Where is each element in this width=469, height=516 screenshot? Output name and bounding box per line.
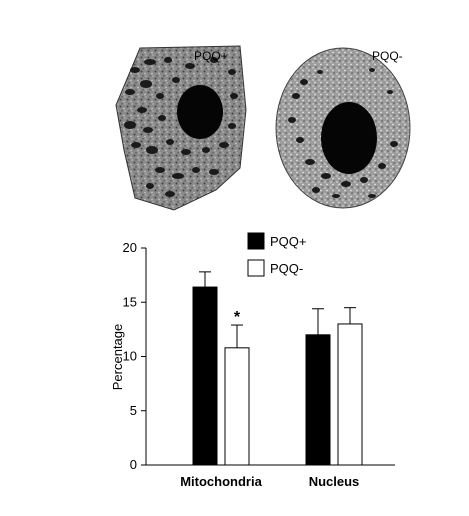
- bar-pqq-mitochondria: [224, 347, 250, 466]
- legend: PQQ+ PQQ-: [247, 232, 307, 277]
- micrograph-pqq-minus: PQQ-: [275, 47, 411, 209]
- bar-pqq-nucleus: [305, 334, 331, 466]
- x-category-label: Mitochondria: [180, 474, 262, 489]
- legend-label: PQQ+: [270, 234, 307, 249]
- legend-swatch: [247, 232, 265, 250]
- y-axis-label: Percentage: [110, 324, 125, 391]
- y-tick-label: 15: [123, 294, 137, 309]
- bar-chart: 0 5 10 15 20 * Mitochondria Nucleus Percentag…: [110, 232, 395, 489]
- micrograph-pqq-plus: PQQ+: [115, 45, 247, 211]
- micrograph-label-pqq-plus: PQQ+: [194, 49, 228, 63]
- bar-pqq-nucleus: [337, 323, 363, 466]
- y-tick-label: 20: [123, 240, 137, 255]
- x-category-label: Nucleus: [309, 474, 360, 489]
- legend-swatch: [247, 259, 265, 277]
- significance-marker: *: [234, 309, 241, 326]
- micrograph-label-pqq-minus: PQQ-: [372, 49, 403, 63]
- legend-label: PQQ-: [270, 261, 303, 276]
- y-tick-label: 10: [123, 349, 137, 364]
- bar-pqq-mitochondria: [192, 286, 218, 466]
- y-tick-label: 0: [130, 457, 137, 472]
- y-tick-label: 5: [130, 403, 137, 418]
